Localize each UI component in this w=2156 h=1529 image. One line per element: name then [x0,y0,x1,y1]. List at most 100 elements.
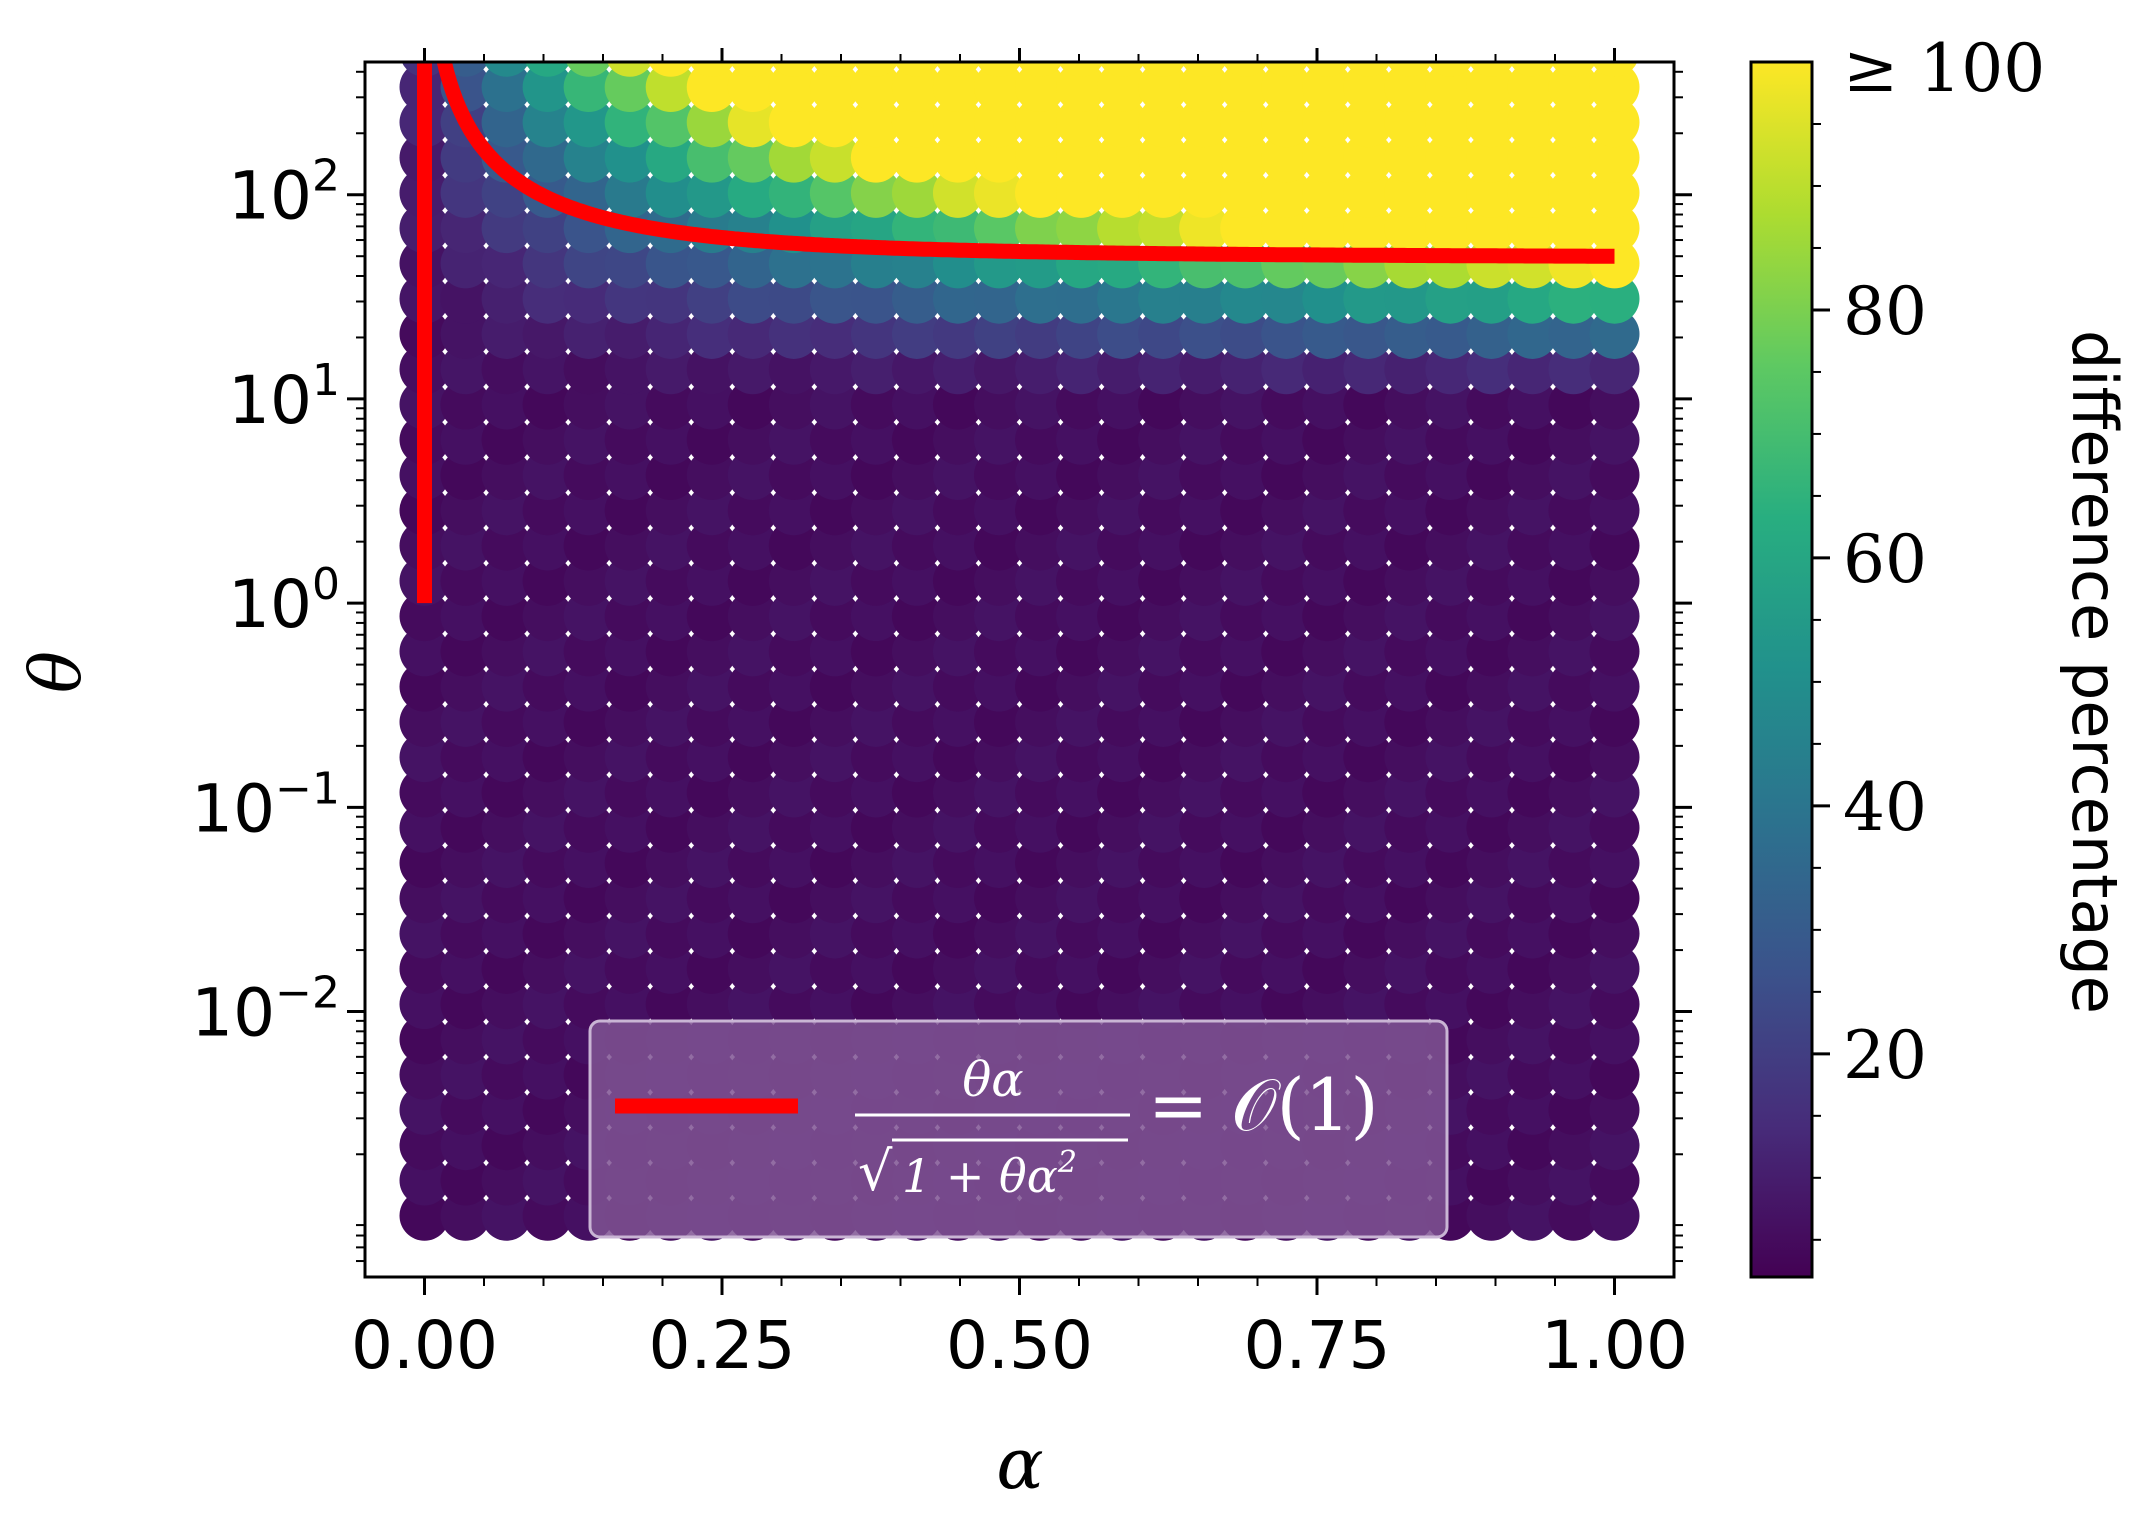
scatter-point [1261,696,1312,747]
scatter-point [1548,1190,1599,1241]
scatter-point [1507,626,1558,677]
scatter-point [809,485,860,536]
scatter-point [850,308,901,359]
scatter-point [481,732,532,783]
scatter-point [1056,414,1107,465]
scatter-point [768,273,819,324]
scatter-point [1261,943,1312,994]
scatter-point [1056,696,1107,747]
scatter-point [1138,414,1189,465]
scatter-point [809,943,860,994]
scatter-point [1384,661,1435,712]
scatter-point [1550,62,1597,77]
scatter-point [1056,450,1107,501]
scatter-point [645,767,696,818]
scatter-point [1220,97,1271,148]
scatter-point [1179,661,1230,712]
scatter-point [768,943,819,994]
scatter-point [1384,62,1435,113]
scatter-point [1302,732,1353,783]
scatter-point [1507,203,1558,254]
scatter-point [1343,62,1394,113]
scatter-point [727,555,778,606]
scatter-point [604,696,655,747]
scatter-point [1056,591,1107,642]
scatter-point [727,732,778,783]
scatter-point [1179,450,1230,501]
scatter-point [1138,97,1189,148]
scatter-point [932,132,983,183]
scatter-point [1179,344,1230,395]
scatter-point [1343,802,1394,853]
scatter-point [973,520,1024,571]
scatter-point [1220,273,1271,324]
scatter-point [891,732,942,783]
scatter-point [1056,308,1107,359]
scatter-point [1589,132,1640,183]
scatter-point [1179,873,1230,924]
scatter-point [1589,379,1640,430]
scatter-point [727,132,778,183]
scatter-point [1056,802,1107,853]
scatter-point [1220,838,1271,889]
scatter-point [604,414,655,465]
scatter-point [1507,1190,1558,1241]
scatter-point [440,344,491,395]
scatter-point [1015,661,1066,712]
y-tick-label: 102 [228,151,340,235]
scatter-point [481,1120,532,1171]
scatter-point [1589,344,1640,395]
scatter-point [1343,591,1394,642]
scatter-point [727,767,778,818]
scatter-point [1425,308,1476,359]
scatter-point [1015,979,1066,1030]
scatter-point [932,167,983,218]
scatter-point [686,167,737,218]
scatter-point [645,555,696,606]
scatter-point [645,273,696,324]
scatter-point [1179,379,1230,430]
scatter-point [645,414,696,465]
scatter-point [1261,555,1312,606]
scatter-point [481,520,532,571]
scatter-point [481,1155,532,1206]
scatter-point [1097,802,1148,853]
scatter-point [1384,626,1435,677]
scatter-point [686,555,737,606]
scatter-point [604,238,655,289]
scatter-point [727,520,778,571]
scatter-point [809,591,860,642]
scatter-point [522,238,573,289]
scatter-point [645,979,696,1030]
scatter-point [1097,696,1148,747]
scatter-point [1548,696,1599,747]
scatter-point [932,485,983,536]
scatter-point [891,450,942,501]
scatter-point [481,591,532,642]
scatter-point [1343,661,1394,712]
scatter-point [1384,485,1435,536]
scatter-point [1343,167,1394,218]
scatter-point [481,238,532,289]
scatter-point [522,520,573,571]
scatter-point [932,203,983,254]
scatter-point [440,414,491,465]
scatter-point [809,308,860,359]
scatter-point [1548,802,1599,853]
legend: θα √ 1 + θα2 = 𝒪(1) [588,1019,1449,1239]
scatter-point [1220,908,1271,959]
scatter-point [809,555,860,606]
scatter-point [727,273,778,324]
scatter-point [1015,273,1066,324]
scatter-point [1548,62,1599,113]
scatter-point [1466,62,1517,113]
scatter-point [686,485,737,536]
scatter-point [1302,943,1353,994]
scatter-point [1343,873,1394,924]
scatter-point [1015,696,1066,747]
scatter-point [932,908,983,959]
scatter-point [522,1120,573,1171]
scatter-point [1097,555,1148,606]
scatter-point [973,344,1024,395]
scatter-point [1589,167,1640,218]
